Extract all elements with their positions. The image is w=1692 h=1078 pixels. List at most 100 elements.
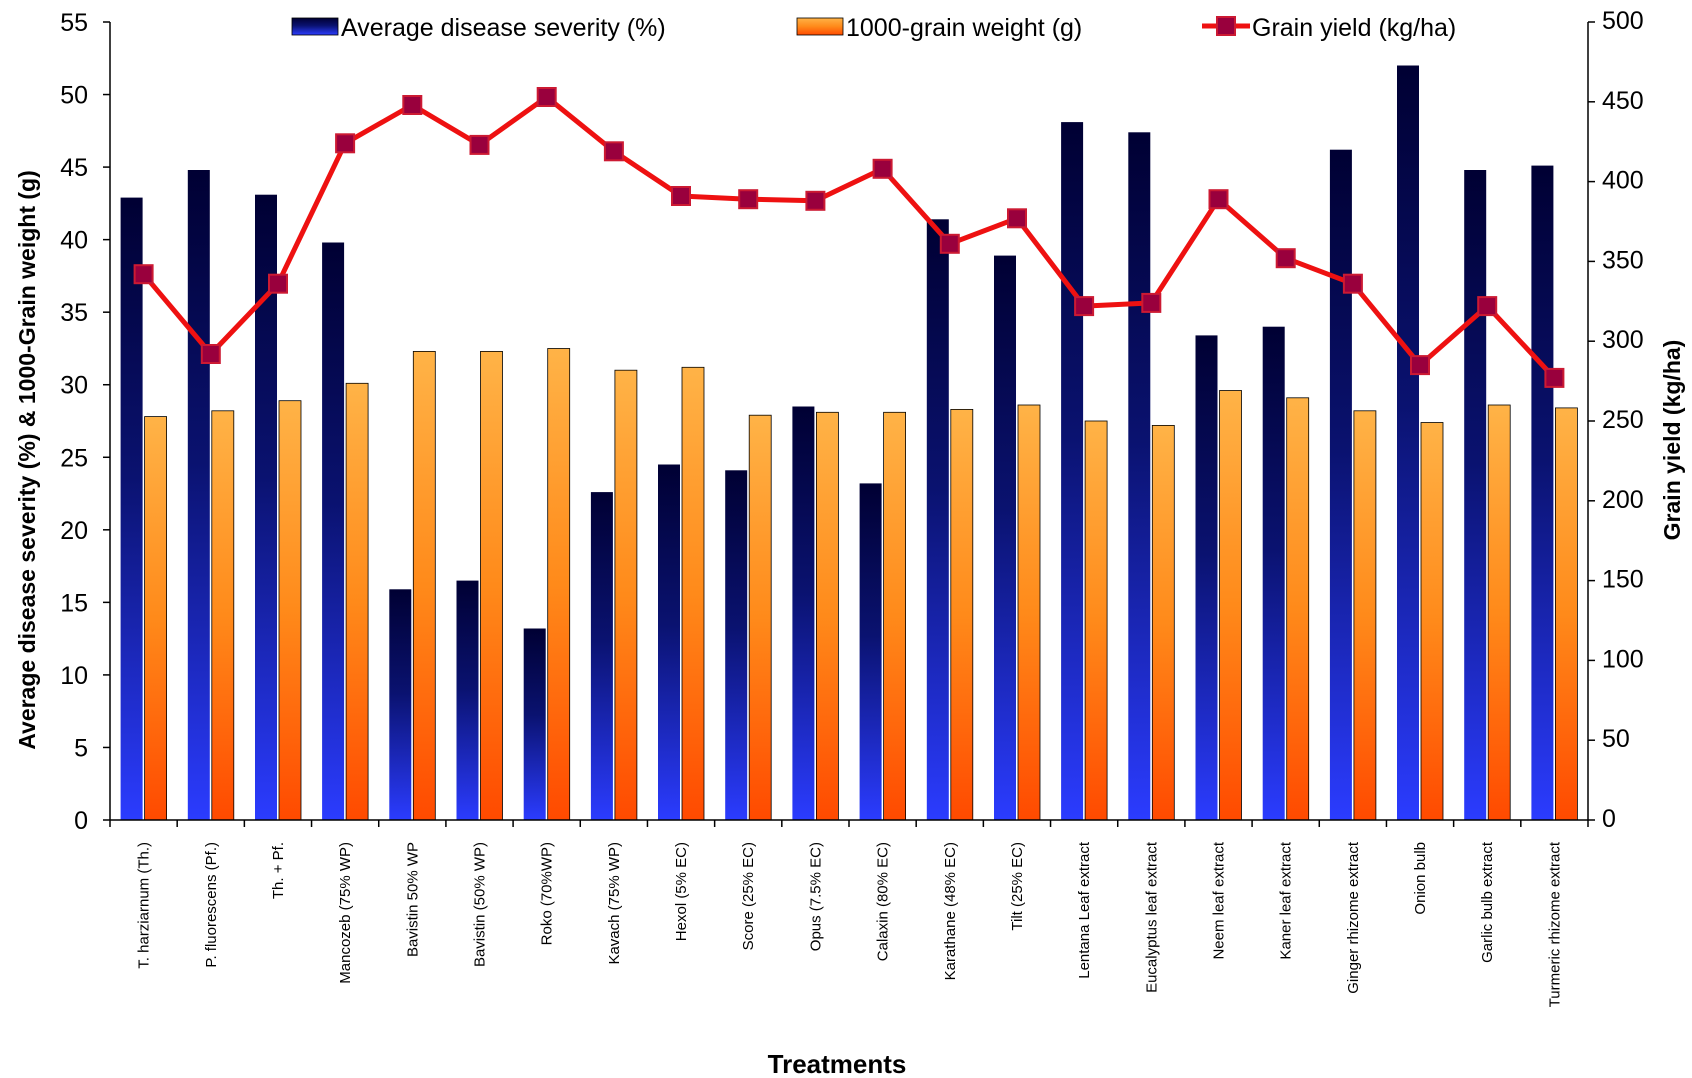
grain-yield-marker [1544,367,1565,388]
y-tick-label: 5 [74,734,88,762]
grain-yield-marker [603,141,624,162]
grain-weight-bar [345,382,369,821]
x-tick-label: T. harziarnum (Th.) [136,842,153,969]
x-tick-label: Karathane (48% EC) [942,842,959,980]
severity-bar [187,170,210,820]
y-tick-label: 0 [74,807,88,835]
severity-bar [456,580,479,820]
y-tick-label: 15 [60,589,88,617]
grain-yield-marker [335,133,356,154]
y-tick-label: 45 [60,154,88,182]
y-tick-label: 50 [60,82,88,110]
x-tick-label: Opus (7.5% EC) [807,842,824,951]
grain-yield-marker [200,344,221,364]
y-tick-label: 40 [60,227,88,255]
y2-axis-title: Grain yield (kg/ha) [1659,340,1685,541]
grain-weight-bar [480,350,503,821]
grain-weight-bar [278,400,302,821]
grain-yield-marker [1208,189,1229,210]
grain-weight-bar [883,411,906,821]
y2-tick-label: 300 [1602,326,1644,354]
y-axis-title: Average disease severity (%) & 1000-Grai… [14,170,40,749]
x-tick-label: Kaner leaf extract [1278,841,1295,959]
x-tick-label: Bavistin 50% WP [404,842,421,957]
legend: Average disease severity (%) 1000-grain w… [291,14,1456,42]
x-tick-label: Mancozeb (75% WP) [337,842,354,984]
severity-bar [1464,170,1487,820]
grain-yield-marker [268,273,288,294]
grain-weight-bar [614,369,638,821]
x-tick-label: Garlic bulb extract [1479,841,1496,963]
x-tick-label: Turmeric rhizome extract [1546,841,1563,1007]
grain-yield-marker [402,95,423,115]
grain-weight-bar [748,414,772,821]
grain-yield-marker [1141,292,1162,313]
grain-weight-bar [1017,404,1041,821]
grain-weight-bar [816,411,839,821]
x-tick-label: Bavistin (50% WP) [472,842,489,967]
x-tick-label: Roko (70%WP) [539,842,556,945]
severity-bar [523,628,546,820]
grain-yield-marker [1074,296,1095,317]
severity-bar [1195,335,1218,820]
severity-bar [1128,132,1151,821]
axes: 0 5 10 15 20 25 30 35 40 45 50 55 0 50 100 150 200 250 300… [60,7,1644,1007]
grain-weight-bar [681,366,705,821]
legend-grain-weight-label: 1000-grain weight (g) [846,14,1082,42]
legend-grain-yield-marker [1216,16,1236,36]
grain-yield-marker [1007,208,1027,229]
legend-severity-swatch [291,17,339,36]
y2-tick-label: 450 [1602,87,1644,115]
x-axis-title: Treatments [768,1049,907,1078]
severity-bar [859,483,882,820]
y-tick-label: 55 [60,9,88,37]
grain-yield-marker [939,233,960,254]
x-tick-label: Calaxin (80% EC) [875,842,892,961]
grain-weight-bar [1219,390,1242,821]
grain-weight-bar [1151,424,1175,821]
grain-weight-bar [950,408,974,821]
y2-tick-label: 50 [1602,725,1630,753]
grain-weight-bar [1487,404,1511,821]
legend-severity-label: Average disease severity (%) [341,14,666,42]
severity-bar [1329,149,1352,820]
severity-bar [658,464,680,820]
grain-yield-marker [1410,355,1430,376]
y2-tick-label: 150 [1602,566,1644,594]
legend-grain-yield-label: Grain yield (kg/ha) [1252,14,1456,42]
severity-bar [1531,165,1554,821]
grain-yield-marker [1275,248,1296,269]
y2-tick-label: 200 [1602,486,1644,514]
grain-yield-line [141,94,1557,380]
y2-tick-label: 0 [1602,805,1616,833]
grain-weight-bar [1420,422,1444,821]
severity-bar [1061,122,1084,821]
x-tick-label: Eucalyptus leaf extract [1143,841,1160,993]
severity-bar [322,242,345,820]
grain-yield-marker [536,87,557,107]
y-tick-label: 30 [60,372,88,400]
severity-bar [1397,65,1419,820]
grain-yield-marker [1477,296,1498,317]
severity-bar [255,194,277,820]
severity-bar [994,255,1016,821]
x-tick-label: Onion bulb [1412,842,1429,915]
grain-yield-marker [738,189,759,210]
severity-bar [725,470,748,820]
y2-tick-label: 500 [1602,7,1644,35]
grain-weight-bar [547,348,571,821]
grain-yield-marker [469,134,490,155]
y-tick-label: 25 [60,444,88,472]
grain-weight-bar [1286,397,1310,821]
y2-tick-label: 100 [1602,645,1644,673]
grain-weight-bar [1084,420,1108,821]
grain-weight-bar [412,350,436,821]
x-tick-label: Lentana Leaf extract [1076,841,1093,979]
x-tick-label: Ginger rhizome extract [1345,841,1362,994]
y-tick-label: 10 [60,662,88,690]
severity-bar [389,589,412,820]
grain-weight-bar [144,416,168,821]
grain-weight-bar [1353,410,1377,821]
grain-yield-marker [805,190,826,211]
